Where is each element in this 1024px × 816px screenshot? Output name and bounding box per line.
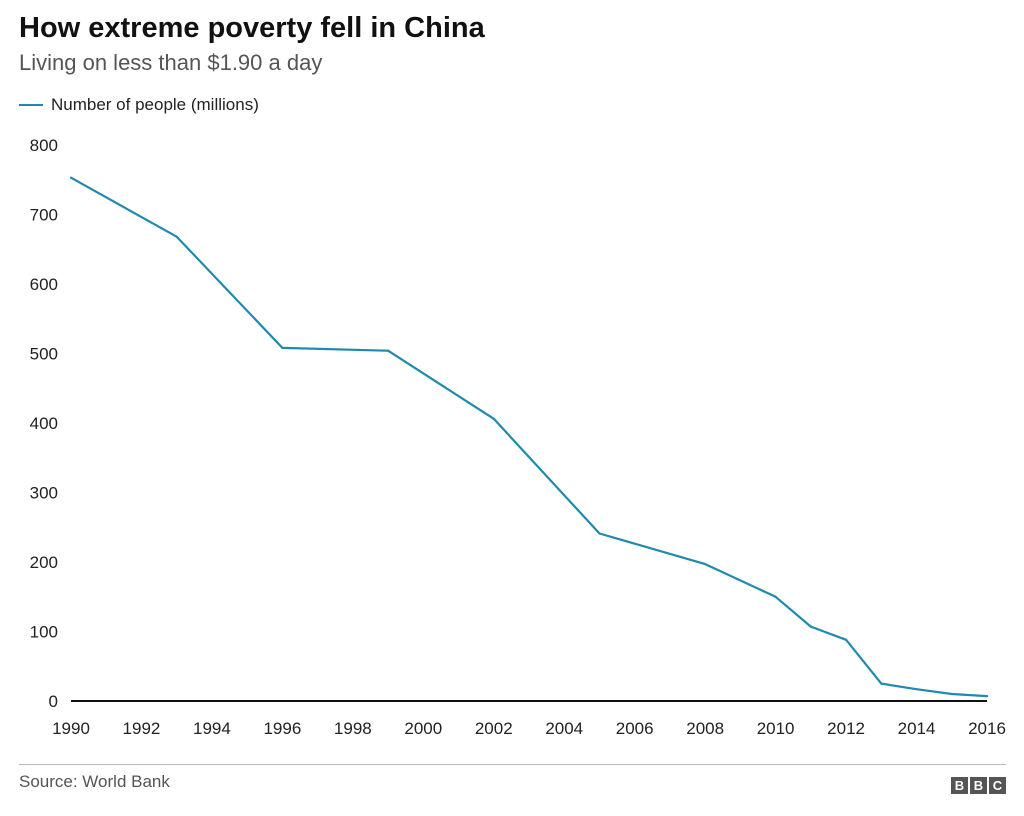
chart-title: How extreme poverty fell in China	[19, 12, 485, 44]
y-tick-label: 400	[30, 414, 58, 433]
x-tick-label: 1994	[193, 719, 231, 738]
data-point	[704, 562, 707, 566]
y-tick-label: 800	[30, 136, 58, 155]
logo-letter: B	[970, 777, 987, 794]
data-point	[281, 346, 284, 350]
y-tick-label: 600	[30, 275, 58, 294]
data-point	[844, 638, 848, 641]
legend: Number of people (millions)	[19, 95, 259, 115]
data-point	[985, 695, 989, 698]
x-tick-label: 2008	[686, 719, 724, 738]
x-tick-label: 2000	[404, 719, 442, 738]
y-tick-label: 500	[30, 345, 58, 364]
chart-subtitle: Living on less than $1.90 a day	[19, 50, 323, 75]
x-tick-label: 2004	[545, 719, 583, 738]
data-point	[175, 235, 178, 238]
data-point	[492, 417, 495, 420]
x-tick-label: 1998	[334, 719, 372, 738]
x-tick-label: 2012	[827, 719, 865, 738]
y-tick-label: 100	[30, 623, 58, 642]
x-tick-label: 2016	[968, 719, 1006, 738]
logo-letter: C	[989, 777, 1006, 794]
source-note: Source: World Bank	[19, 772, 170, 791]
x-tick-label: 2006	[616, 719, 654, 738]
line-chart: 0 100 200 300 400 500 600 700 800 1990 1992 1994 199…	[30, 136, 1006, 738]
x-tick-label: 1992	[123, 719, 161, 738]
x-tick-label: 1996	[263, 719, 301, 738]
x-tick-label: 2002	[475, 719, 513, 738]
y-tick-label: 0	[49, 692, 58, 711]
x-tick-label: 2014	[898, 719, 936, 738]
data-point	[950, 692, 953, 696]
legend-label: Number of people (millions)	[51, 95, 259, 114]
y-tick-label: 200	[30, 553, 58, 572]
bbc-logo: B B C	[951, 777, 1006, 794]
data-point	[69, 176, 73, 179]
data-point	[809, 625, 812, 628]
data-point	[386, 349, 390, 352]
data-point	[915, 688, 918, 691]
data-point	[774, 595, 777, 598]
y-tick-label: 300	[30, 484, 58, 503]
x-tick-label: 1990	[52, 719, 90, 738]
y-tick-label: 700	[30, 206, 58, 225]
data-point	[880, 682, 883, 685]
data-point	[598, 532, 601, 535]
logo-letter: B	[951, 777, 968, 794]
footer-divider	[19, 764, 1006, 765]
x-tick-label: 2010	[757, 719, 795, 738]
legend-swatch	[19, 104, 43, 106]
series-line	[70, 176, 988, 698]
